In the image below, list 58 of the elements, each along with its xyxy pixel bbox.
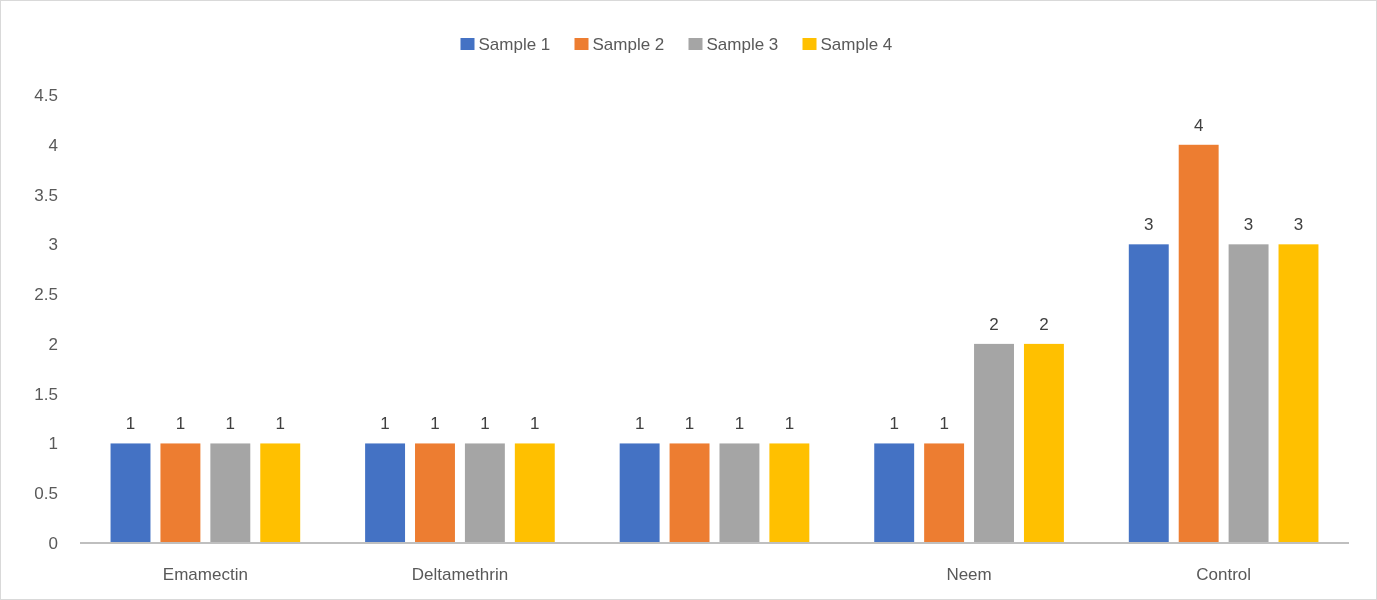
data-label: 1 xyxy=(530,414,540,434)
data-label: 3 xyxy=(1243,215,1254,235)
y-tick-label: 3 xyxy=(48,235,58,255)
data-label: 1 xyxy=(175,414,186,434)
legend-label: Sample 4 xyxy=(820,34,893,54)
y-tick-label: 1.5 xyxy=(34,384,58,404)
bar xyxy=(669,443,710,543)
data-label: 1 xyxy=(430,414,440,434)
data-label: 1 xyxy=(684,414,695,434)
data-label: 4 xyxy=(1193,115,1204,135)
x-tick-label: Control xyxy=(1196,565,1252,584)
bar xyxy=(1228,244,1269,543)
legend-label: Sample 2 xyxy=(592,34,665,54)
y-tick-label: 0 xyxy=(48,533,58,553)
data-label: 1 xyxy=(889,414,899,434)
bar xyxy=(160,443,201,543)
y-tick-label: 2.5 xyxy=(34,285,58,305)
y-tick-label: 3.5 xyxy=(34,185,58,205)
bar xyxy=(415,443,455,543)
legend-label: Sample 1 xyxy=(478,34,551,54)
y-tick-label: 4 xyxy=(48,135,58,155)
data-label: 1 xyxy=(939,414,949,434)
bar xyxy=(874,443,915,543)
bar xyxy=(1128,244,1169,543)
data-label: 1 xyxy=(784,414,795,434)
bar xyxy=(924,443,965,543)
bar xyxy=(260,443,301,543)
bar xyxy=(1278,244,1319,543)
bar xyxy=(1023,343,1064,543)
bar xyxy=(514,443,555,543)
data-label: 3 xyxy=(1144,215,1154,235)
data-label: 1 xyxy=(634,414,645,434)
data-label: 3 xyxy=(1293,215,1304,235)
y-tick-label: 4.5 xyxy=(34,85,58,105)
y-tick-label: 2 xyxy=(48,334,58,354)
bar xyxy=(974,343,1014,543)
bar xyxy=(719,443,760,543)
bar xyxy=(210,443,251,543)
data-label: 1 xyxy=(734,414,745,434)
data-label: 1 xyxy=(480,414,490,434)
x-tick-label: Neem xyxy=(946,565,992,584)
bar xyxy=(365,443,406,543)
data-label: 2 xyxy=(1039,314,1049,334)
data-label: 1 xyxy=(225,414,236,434)
x-tick-label: Deltamethrin xyxy=(411,565,509,584)
legend-label: Sample 3 xyxy=(706,34,779,54)
x-tick-label: Emamectin xyxy=(162,565,248,584)
y-tick-label: 1 xyxy=(48,434,58,454)
data-label: 1 xyxy=(125,414,136,434)
data-label: 1 xyxy=(275,414,285,434)
y-tick-label: 0.5 xyxy=(34,484,58,504)
bar xyxy=(769,443,810,543)
data-label: 1 xyxy=(380,414,390,434)
bar xyxy=(1178,144,1219,543)
bar xyxy=(464,443,505,543)
data-label: 2 xyxy=(989,314,999,334)
bar xyxy=(619,443,660,543)
bar xyxy=(110,443,151,543)
